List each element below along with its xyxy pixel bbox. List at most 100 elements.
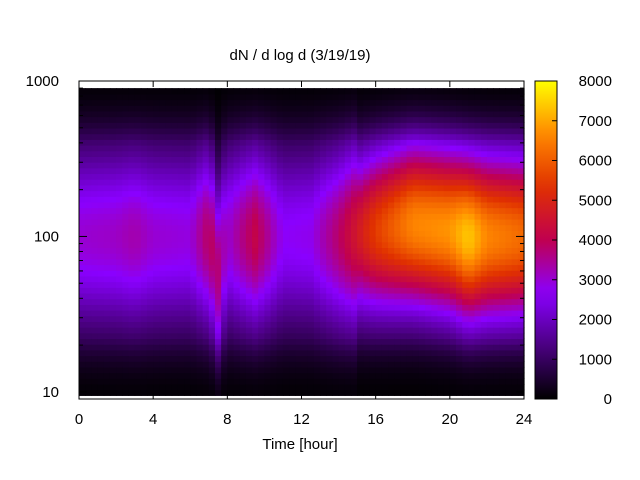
heatmap-cell — [264, 190, 272, 197]
heatmap-cell — [190, 361, 198, 368]
heatmap-cell — [177, 139, 185, 146]
heatmap-cell — [418, 310, 426, 317]
heatmap-cell — [103, 207, 111, 214]
heatmap-cell — [412, 150, 420, 157]
heatmap-cell — [97, 184, 105, 192]
heatmap-cell — [239, 145, 247, 152]
heatmap-cell — [462, 253, 469, 260]
heatmap-cell — [196, 110, 204, 118]
heatmap-cell — [190, 264, 198, 271]
heatmap-cell — [511, 349, 519, 357]
heatmap-cell — [456, 253, 463, 260]
heatmap-cell — [332, 327, 340, 334]
heatmap-cell — [313, 93, 321, 101]
heatmap-cell — [388, 372, 395, 379]
heatmap-cell — [418, 292, 426, 300]
heatmap-cell — [116, 292, 123, 300]
heatmap-cell — [103, 338, 111, 345]
heatmap-cell — [252, 110, 259, 118]
heatmap-cell — [338, 127, 346, 135]
heatmap-cell — [517, 116, 525, 123]
heatmap-cell — [270, 105, 278, 112]
heatmap-cell — [400, 253, 408, 260]
heatmap-cell — [153, 145, 160, 152]
heatmap-cell — [344, 349, 352, 357]
heatmap-cell — [245, 253, 253, 260]
heatmap-cell — [184, 258, 191, 266]
heatmap-cell — [320, 310, 327, 317]
heatmap-cell — [153, 321, 160, 328]
heatmap-cell — [301, 298, 309, 305]
heatmap-cell — [85, 338, 92, 345]
heatmap-cell — [239, 241, 247, 249]
heatmap-cell — [474, 281, 482, 288]
heatmap-cell — [184, 156, 191, 163]
heatmap-cell — [134, 156, 142, 163]
heatmap-cell — [313, 344, 321, 351]
heatmap-cell — [264, 292, 272, 300]
heatmap-cell — [146, 372, 154, 379]
heatmap-cell — [388, 196, 395, 203]
heatmap-cell — [375, 99, 383, 106]
heatmap-cell — [134, 122, 142, 129]
heatmap-cell — [499, 201, 507, 209]
heatmap-cell — [363, 236, 371, 243]
heatmap-cell — [326, 355, 333, 362]
heatmap-cell — [505, 275, 513, 283]
heatmap-cell — [326, 190, 333, 197]
heatmap-cell — [449, 167, 457, 175]
heatmap-cell — [307, 150, 315, 157]
heatmap-cell — [146, 145, 154, 152]
heatmap-cell — [282, 150, 290, 157]
heatmap-cell — [493, 361, 500, 368]
heatmap-cell — [338, 201, 346, 209]
heatmap-cell — [103, 224, 111, 231]
heatmap-cell — [91, 292, 99, 300]
heatmap-cell — [493, 173, 500, 180]
heatmap-cell — [313, 321, 321, 328]
heatmap-cell — [146, 213, 154, 220]
heatmap-cell — [159, 145, 167, 152]
heatmap-cell — [388, 321, 395, 328]
heatmap-cell — [301, 173, 309, 180]
heatmap-cell — [456, 201, 463, 209]
heatmap-cell — [474, 383, 482, 391]
heatmap-cell — [295, 207, 303, 214]
heatmap-cell — [462, 184, 469, 192]
heatmap-cell — [388, 207, 395, 214]
heatmap-cell — [449, 207, 457, 214]
heatmap-cell — [214, 332, 222, 340]
heatmap-cell — [332, 162, 340, 169]
heatmap-cell — [79, 327, 86, 334]
heatmap-cell — [245, 230, 253, 237]
heatmap-cell — [326, 150, 333, 157]
heatmap-cell — [493, 207, 500, 214]
heatmap-cell — [412, 361, 420, 368]
heatmap-cell — [480, 207, 488, 214]
heatmap-cell — [221, 116, 228, 123]
heatmap-cell — [146, 105, 154, 112]
heatmap-cell — [480, 264, 488, 271]
heatmap-cell — [103, 179, 111, 186]
heatmap-cell — [456, 218, 463, 226]
heatmap-cell — [239, 344, 247, 351]
heatmap-cell — [276, 253, 284, 260]
heatmap-cell — [412, 88, 420, 95]
heatmap-cell — [418, 122, 426, 129]
heatmap-cell — [369, 344, 377, 351]
heatmap-cell — [462, 224, 469, 231]
heatmap-cell — [146, 247, 154, 254]
heatmap-cell — [146, 110, 154, 118]
heatmap-cell — [332, 258, 340, 266]
heatmap-cell — [493, 327, 500, 334]
heatmap-cell — [140, 327, 148, 334]
heatmap-cell — [425, 247, 432, 254]
heatmap-cell — [97, 236, 105, 243]
heatmap-cell — [239, 355, 247, 362]
heatmap-cell — [493, 196, 500, 203]
heatmap-cell — [406, 133, 414, 140]
heatmap-cell — [357, 287, 364, 294]
heatmap-cell — [202, 372, 210, 379]
heatmap-cell — [301, 327, 309, 334]
heatmap-cell — [307, 133, 315, 140]
